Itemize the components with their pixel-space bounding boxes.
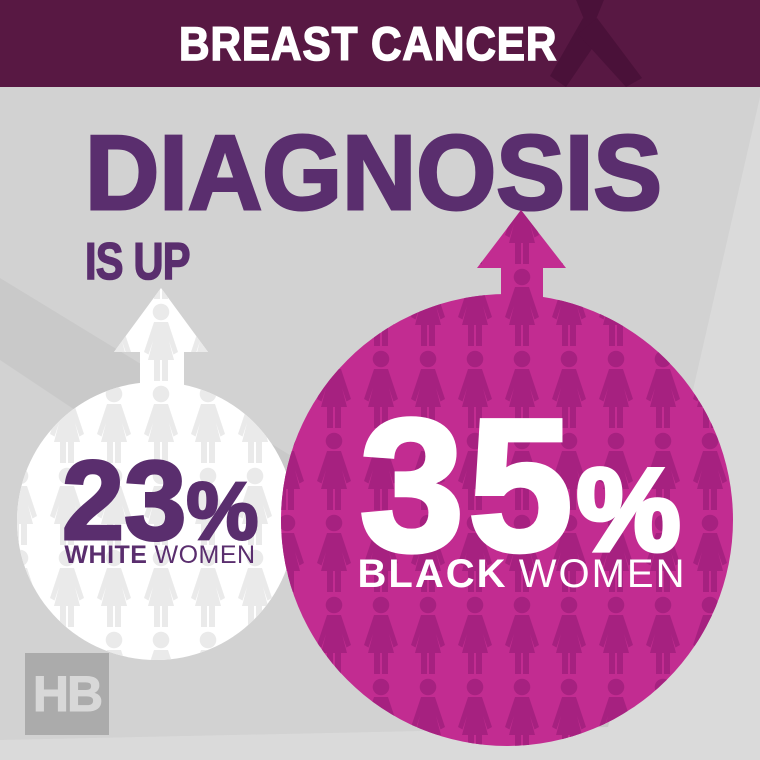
stat-black-value: 35 <box>357 380 577 590</box>
page-title: DIAGNOSIS <box>84 114 664 232</box>
label-black-women: BLACK WOMEN <box>357 552 687 596</box>
banner-title: BREAST CANCER <box>178 16 558 71</box>
stat-white-women: 23% <box>20 443 300 558</box>
stat-white-unit: % <box>185 467 260 557</box>
stat-black-unit: % <box>574 444 685 575</box>
hb-logo: HB <box>25 653 109 735</box>
page-subtitle: IS UP <box>84 233 191 291</box>
stat-black-women: 35% <box>302 389 742 582</box>
stat-white-value: 23 <box>60 438 188 563</box>
awareness-ribbon-icon <box>550 0 642 87</box>
top-banner: BREAST CANCER <box>0 0 760 87</box>
label-white-women: WHITE WOMEN <box>64 541 256 569</box>
